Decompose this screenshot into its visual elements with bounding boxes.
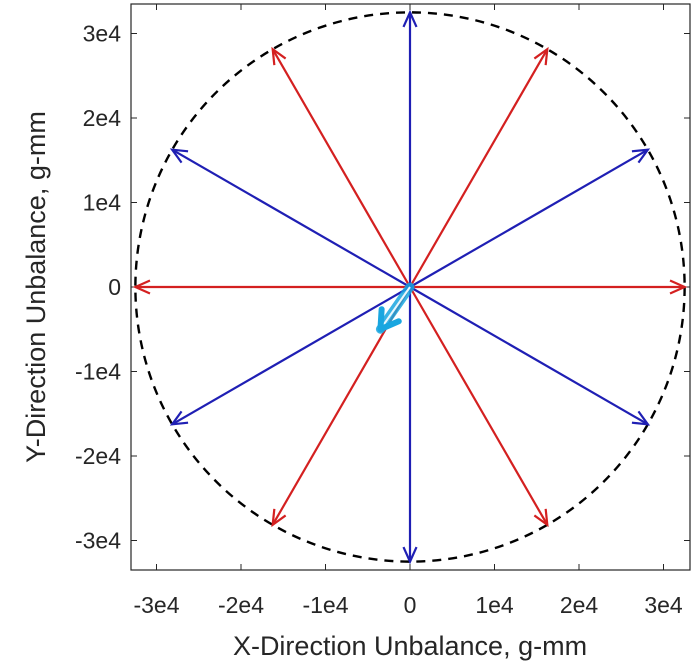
x-tick-label: -2e4 <box>218 592 264 618</box>
y-axis-title: Y-Direction Unbalance, g-mm <box>21 111 51 463</box>
y-tick-labels: -3e4 -2e4 -1e4 0 1e4 2e4 3e4 <box>75 21 121 554</box>
x-axis-title: X-Direction Unbalance, g-mm <box>233 631 587 661</box>
x-tick-labels: -3e4 -2e4 -1e4 0 1e4 2e4 3e4 <box>133 592 682 618</box>
y-tick-label: 2e4 <box>83 105 122 131</box>
vector-arrow <box>409 286 651 426</box>
vector-arrow <box>271 46 411 288</box>
x-tick-label: -3e4 <box>133 592 179 618</box>
x-tick-label: 0 <box>404 592 417 618</box>
y-tick-label: -1e4 <box>75 359 121 385</box>
vector-arrow <box>132 279 410 295</box>
x-tick-label: 3e4 <box>644 592 683 618</box>
axis-ticks <box>131 4 690 570</box>
vector-layer <box>132 9 688 565</box>
y-tick-label: 3e4 <box>83 21 122 47</box>
y-tick-label: 1e4 <box>83 190 122 216</box>
vector-arrow <box>169 148 411 288</box>
vector-arrow <box>409 148 651 288</box>
vector-arrow <box>169 286 411 426</box>
vector-arrow <box>410 279 688 295</box>
x-tick-label: 2e4 <box>560 592 599 618</box>
x-tick-label: 1e4 <box>475 592 514 618</box>
vector-arrow <box>402 9 418 287</box>
x-tick-label: -1e4 <box>302 592 348 618</box>
vector-arrow <box>409 286 549 528</box>
vector-arrow <box>375 282 415 334</box>
y-tick-label: -2e4 <box>75 443 121 469</box>
y-tick-label: 0 <box>108 274 121 300</box>
y-tick-label: -3e4 <box>75 528 121 554</box>
vector-arrow <box>409 46 549 288</box>
vector-arrow <box>402 287 418 565</box>
